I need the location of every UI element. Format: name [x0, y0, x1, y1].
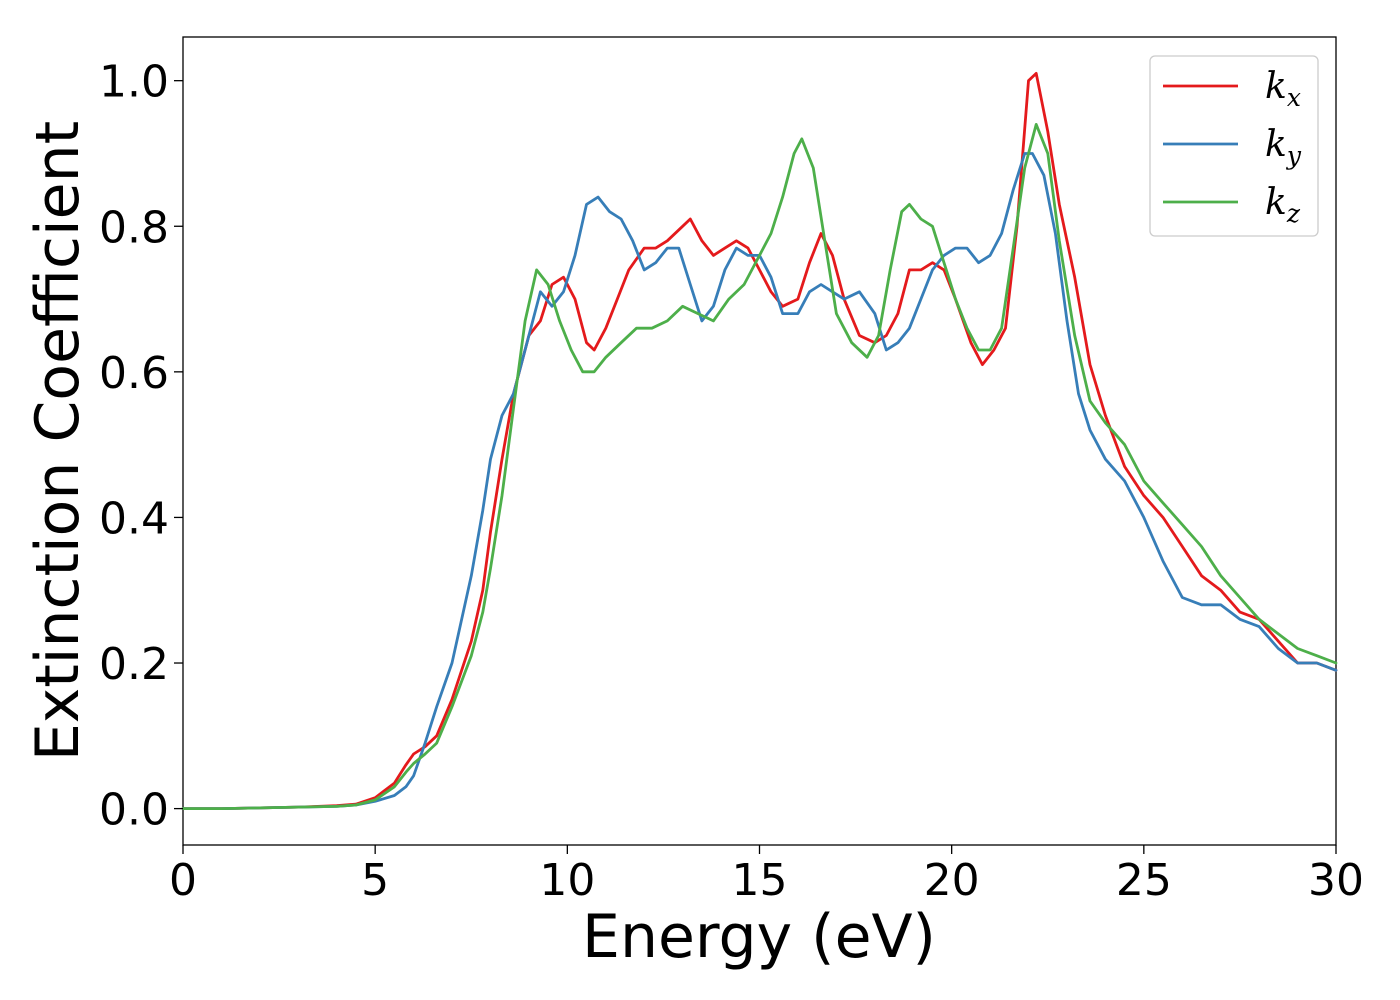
x-tick-label: 0 — [169, 855, 197, 906]
y-tick-label: 0.6 — [99, 348, 169, 399]
legend-label-main: k — [1265, 182, 1287, 223]
legend-label-subscript: x — [1287, 83, 1301, 112]
series-layer — [181, 72, 1338, 810]
legend-label-main: k — [1265, 66, 1287, 107]
y-tick-label: 0.8 — [99, 202, 169, 253]
series-line-z — [181, 123, 1338, 810]
legend-label-y: ky — [1265, 124, 1302, 170]
x-tick-label: 10 — [539, 855, 595, 906]
x-axis-label: Energy (eV) — [582, 902, 936, 972]
series-line-x — [181, 72, 1338, 810]
y-axis-label: Extinction Coefficient — [23, 121, 93, 761]
x-tick-label: 5 — [361, 855, 389, 906]
legend-label-main: k — [1265, 124, 1287, 165]
x-tick-label: 30 — [1308, 855, 1364, 906]
legend-label-subscript: z — [1286, 199, 1301, 228]
plot-area: 0 5 10 15 20 25 30 0.0 0.2 0.4 0.6 0.8 1.0 — [99, 36, 1364, 906]
x-tick-label: 25 — [1116, 855, 1172, 906]
x-tick-label: 15 — [732, 855, 788, 906]
x-axis-ticks: 0 5 10 15 20 25 30 — [169, 845, 1364, 906]
y-tick-label: 0.0 — [99, 785, 169, 836]
y-axis-ticks: 0.0 0.2 0.4 0.6 0.8 1.0 — [99, 57, 183, 836]
legend-label-subscript: y — [1286, 141, 1302, 170]
y-tick-label: 0.4 — [99, 493, 169, 544]
legend-label-x: kx — [1265, 66, 1301, 112]
y-tick-label: 0.2 — [99, 639, 169, 690]
legend-label-z: kz — [1265, 182, 1301, 228]
y-tick-label: 1.0 — [99, 57, 169, 108]
series-line-y — [181, 152, 1338, 810]
legend-box — [1149, 55, 1319, 237]
x-tick-label: 20 — [924, 855, 980, 906]
